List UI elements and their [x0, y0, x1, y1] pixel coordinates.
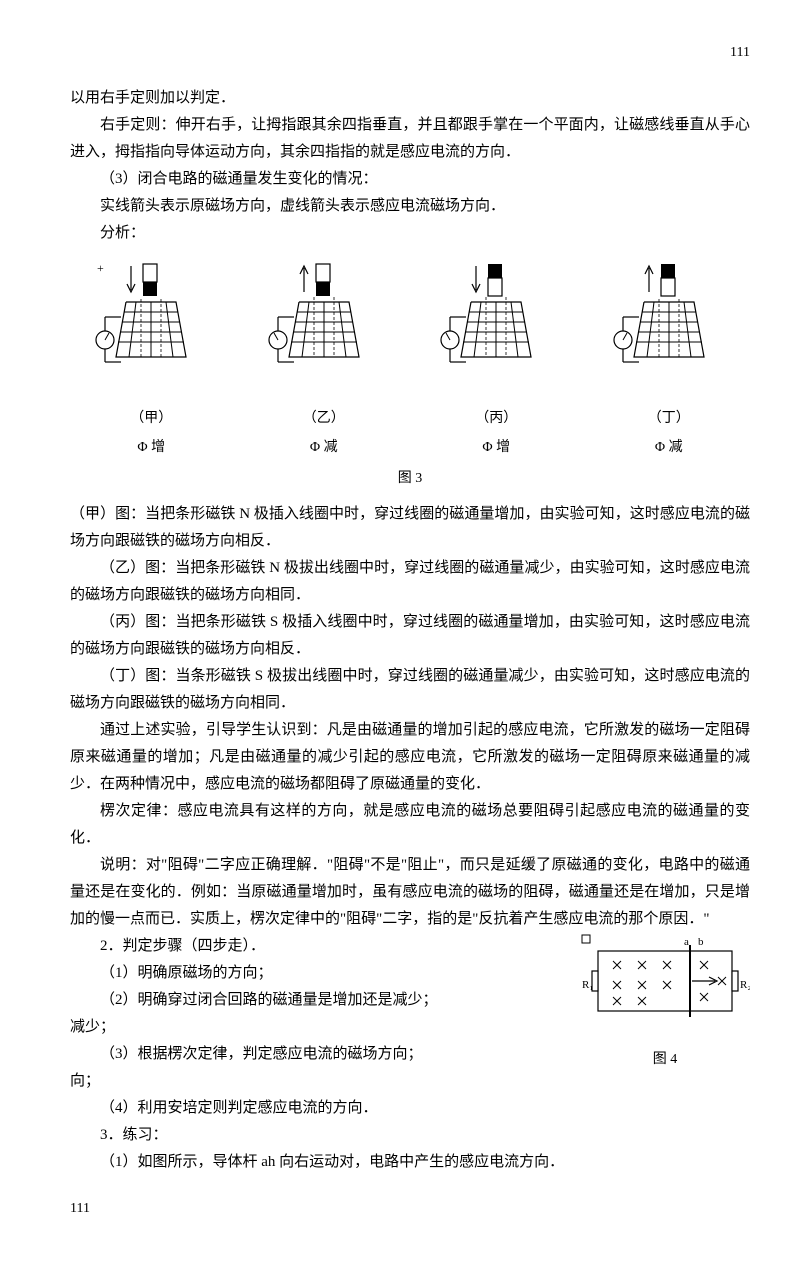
coil-magnet-diagram-icon	[609, 262, 729, 392]
fig3-label-bing-top: （丙）	[415, 406, 578, 431]
fig4-label-b: b	[698, 936, 704, 948]
fig3-label-yi-top: （乙）	[243, 406, 406, 431]
fig3-label-jia-bottom: Φ 增	[70, 435, 233, 460]
figure-4-caption: 图 4	[580, 1047, 750, 1072]
figure-3-item-yi: （乙） Φ 减	[243, 262, 406, 460]
para-exercise1: （1）如图所示，导体杆 ah 向右运动对，电路中产生的感应电流方向．	[70, 1149, 750, 1176]
coil-magnet-diagram-icon: +	[91, 262, 211, 392]
figure-3-item-ding: （丁） Φ 减	[588, 262, 751, 460]
para-analysis-heading: 分析：	[70, 220, 750, 247]
coil-magnet-diagram-icon	[264, 262, 384, 392]
para-explain: 说明：对"阻碍"二字应正确理解．"阻碍"不是"阻止"，而只是延缓了原磁通的变化，…	[70, 852, 750, 933]
para-case3-heading: （3）闭合电路的磁通量发生变化的情况：	[70, 166, 750, 193]
fig3-label-ding-top: （丁）	[588, 406, 751, 431]
figure-4: R₁ R₂ a b 图 4	[580, 933, 750, 1072]
figure-3-row: + （甲） Φ 增 （乙） Φ 减	[70, 262, 750, 460]
para-yi: （乙）图：当把条形磁铁 N 极拔出线圈中时，穿过线圈的磁通量减少，由实验可知，这…	[70, 555, 750, 609]
para-exercise-heading: 3．练习：	[70, 1122, 750, 1149]
para-arrow-legend: 实线箭头表示原磁场方向，虚线箭头表示感应电流磁场方向．	[70, 193, 750, 220]
fig4-label-r2: R₂	[740, 979, 750, 991]
para-step4: （4）利用安培定则判定感应电流的方向．	[70, 1095, 750, 1122]
para-summary: 通过上述实验，引导学生认识到：凡是由磁通量的增加引起的感应电流，它所激发的磁场一…	[70, 717, 750, 798]
fig3-label-ding-bottom: Φ 减	[588, 435, 751, 460]
page-number-bottom: 111	[70, 1196, 750, 1221]
figure-3-caption: 图 3	[70, 466, 750, 491]
para-ding: （丁）图：当条形磁铁 S 极拔出线圈中时，穿过线圈的磁通量减少，由实验可知，这时…	[70, 663, 750, 717]
fig3-label-bing-bottom: Φ 增	[415, 435, 578, 460]
fig4-label-a: a	[684, 936, 689, 948]
para-jia: （甲）图：当把条形磁铁 N 极插入线圈中时，穿过线圈的磁通量增加，由实验可知，这…	[70, 501, 750, 555]
fig4-label-r1: R₁	[582, 979, 593, 991]
figure-3-item-jia: + （甲） Φ 增	[70, 262, 233, 460]
svg-text:+: +	[97, 262, 104, 275]
coil-magnet-diagram-icon	[436, 262, 556, 392]
para-righthand-continue: 以用右手定则加以判定．	[70, 85, 750, 112]
figure-3-item-bing: （丙） Φ 增	[415, 262, 578, 460]
page-number-top: 111	[70, 40, 750, 65]
fig3-label-yi-bottom: Φ 减	[243, 435, 406, 460]
fig3-label-jia-top: （甲）	[70, 406, 233, 431]
para-righthand-rule: 右手定则：伸开右手，让拇指跟其余四指垂直，并且都跟手掌在一个平面内，让磁感线垂直…	[70, 112, 750, 166]
para-bing: （丙）图：当把条形磁铁 S 极插入线圈中时，穿过线圈的磁通量增加，由实验可知，这…	[70, 609, 750, 663]
circuit-rail-diagram-icon: R₁ R₂ a b	[580, 933, 750, 1033]
para-lenz-law: 楞次定律：感应电流具有这样的方向，就是感应电流的磁场总要阻碍引起感应电流的磁通量…	[70, 798, 750, 852]
